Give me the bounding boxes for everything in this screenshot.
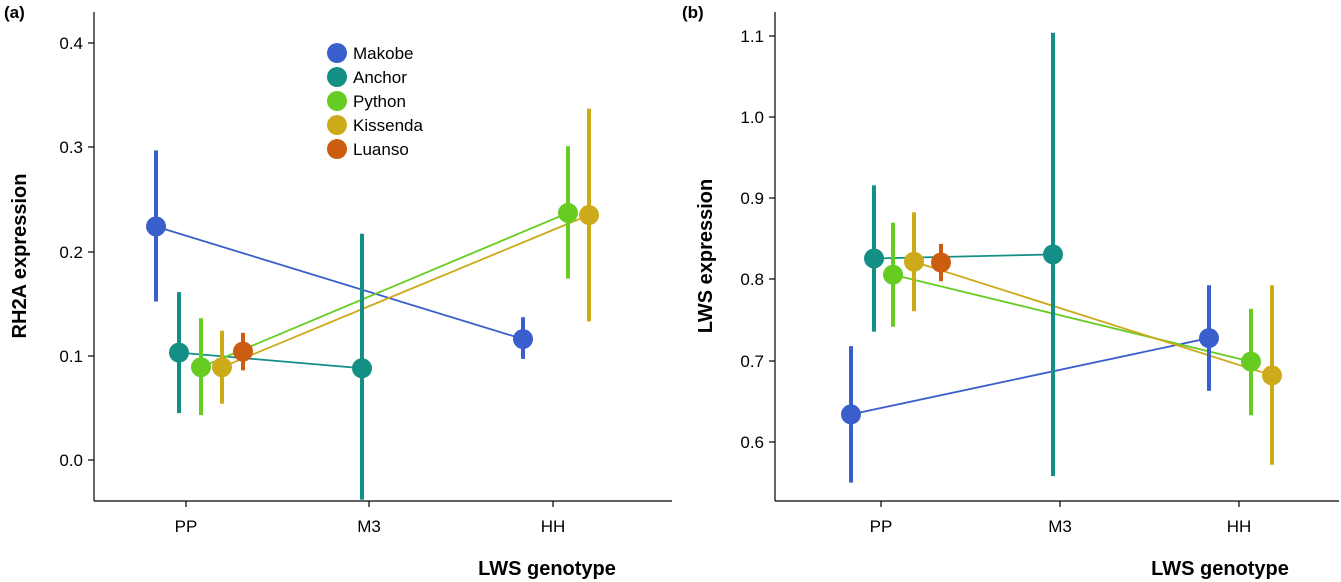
panel-b-x-tick-label: HH xyxy=(1227,517,1252,536)
panel-b-label: (b) xyxy=(682,3,704,22)
panel-a-point-python xyxy=(191,357,211,378)
legend-label-python: Python xyxy=(353,92,406,111)
legend-label-makobe: Makobe xyxy=(353,44,413,63)
legend-marker-luanso xyxy=(327,139,347,159)
panel-b-point-anchor xyxy=(864,248,884,269)
legend: Makobe Anchor Python Kissenda Luanso xyxy=(327,43,423,159)
legend-marker-makobe xyxy=(327,43,347,63)
panel-a-y-tick-label: 0.4 xyxy=(59,34,83,53)
panel-a-series-line-anchor xyxy=(178,351,363,370)
panel-a: (a) LWS genotype RH2A expression 0.0 0.1 0… xyxy=(4,3,672,580)
panel-a-point-makobe xyxy=(513,329,533,350)
panel-b-point-luanso xyxy=(931,252,951,273)
legend-label-anchor: Anchor xyxy=(353,68,407,87)
panel-b: (b) LWS genotype LWS expression 0.6 0.7 0.… xyxy=(682,3,1339,580)
panel-b-series-line-makobe xyxy=(850,337,1210,416)
panel-b-point-python xyxy=(883,264,903,285)
panel-b-point-python xyxy=(1241,351,1261,372)
panel-b-y-axis-title: LWS expression xyxy=(695,179,717,334)
panel-b-x-tick-label: PP xyxy=(870,517,893,536)
panel-b-y-tick-label: 1.0 xyxy=(740,108,764,127)
panel-a-series-line-python xyxy=(200,212,569,369)
panel-a-y-axis-title: RH2A expression xyxy=(9,174,31,339)
panel-a-series-line-makobe xyxy=(155,225,524,340)
panel-b-series-line-python xyxy=(892,273,1252,363)
legend-label-luanso: Luanso xyxy=(353,140,409,159)
panel-a-point-anchor xyxy=(169,342,189,363)
panel-b-x-axis-title: LWS genotype xyxy=(1151,558,1289,580)
panel-b-series-line-kissenda xyxy=(913,260,1273,377)
panel-a-y-tick-label: 0.1 xyxy=(59,347,83,366)
panel-a-y-tick-label: 0.3 xyxy=(59,138,83,157)
panel-a-point-anchor xyxy=(352,358,372,379)
panel-b-y-tick-label: 0.6 xyxy=(740,433,764,452)
legend-marker-kissenda xyxy=(327,115,347,135)
legend-marker-anchor xyxy=(327,67,347,87)
panel-a-x-tick-label: PP xyxy=(175,517,198,536)
panel-a-point-python xyxy=(558,202,578,223)
panel-a-x-tick-label: M3 xyxy=(357,517,381,536)
panel-b-point-makobe xyxy=(841,404,861,425)
panel-b-point-kissenda xyxy=(904,251,924,272)
panel-b-y-tick-label: 0.8 xyxy=(740,270,764,289)
panel-a-label: (a) xyxy=(4,3,25,22)
panel-b-x-tick-label: M3 xyxy=(1048,517,1072,536)
panel-a-x-tick-label: HH xyxy=(541,517,566,536)
panel-a-point-luanso xyxy=(233,341,253,362)
panel-b-y-tick-label: 1.1 xyxy=(740,27,764,46)
panel-a-y-tick-label: 0.2 xyxy=(59,243,83,262)
legend-label-kissenda: Kissenda xyxy=(353,116,423,135)
panel-b-series-line-anchor xyxy=(873,253,1054,260)
panel-b-y-tick-label: 0.7 xyxy=(740,352,764,371)
panel-a-point-kissenda xyxy=(579,205,599,226)
panel-b-point-kissenda xyxy=(1262,365,1282,386)
panel-b-y-tick-label: 0.9 xyxy=(740,189,764,208)
panel-b-point-anchor xyxy=(1043,244,1063,265)
panel-a-series-line-kissenda xyxy=(221,214,590,369)
panel-a-point-makobe xyxy=(146,216,166,237)
panel-a-x-axis-title: LWS genotype xyxy=(478,558,616,580)
panel-b-point-makobe xyxy=(1199,328,1219,349)
panel-a-y-tick-label: 0.0 xyxy=(59,451,83,470)
panel-a-point-kissenda xyxy=(212,357,232,378)
legend-marker-python xyxy=(327,91,347,111)
